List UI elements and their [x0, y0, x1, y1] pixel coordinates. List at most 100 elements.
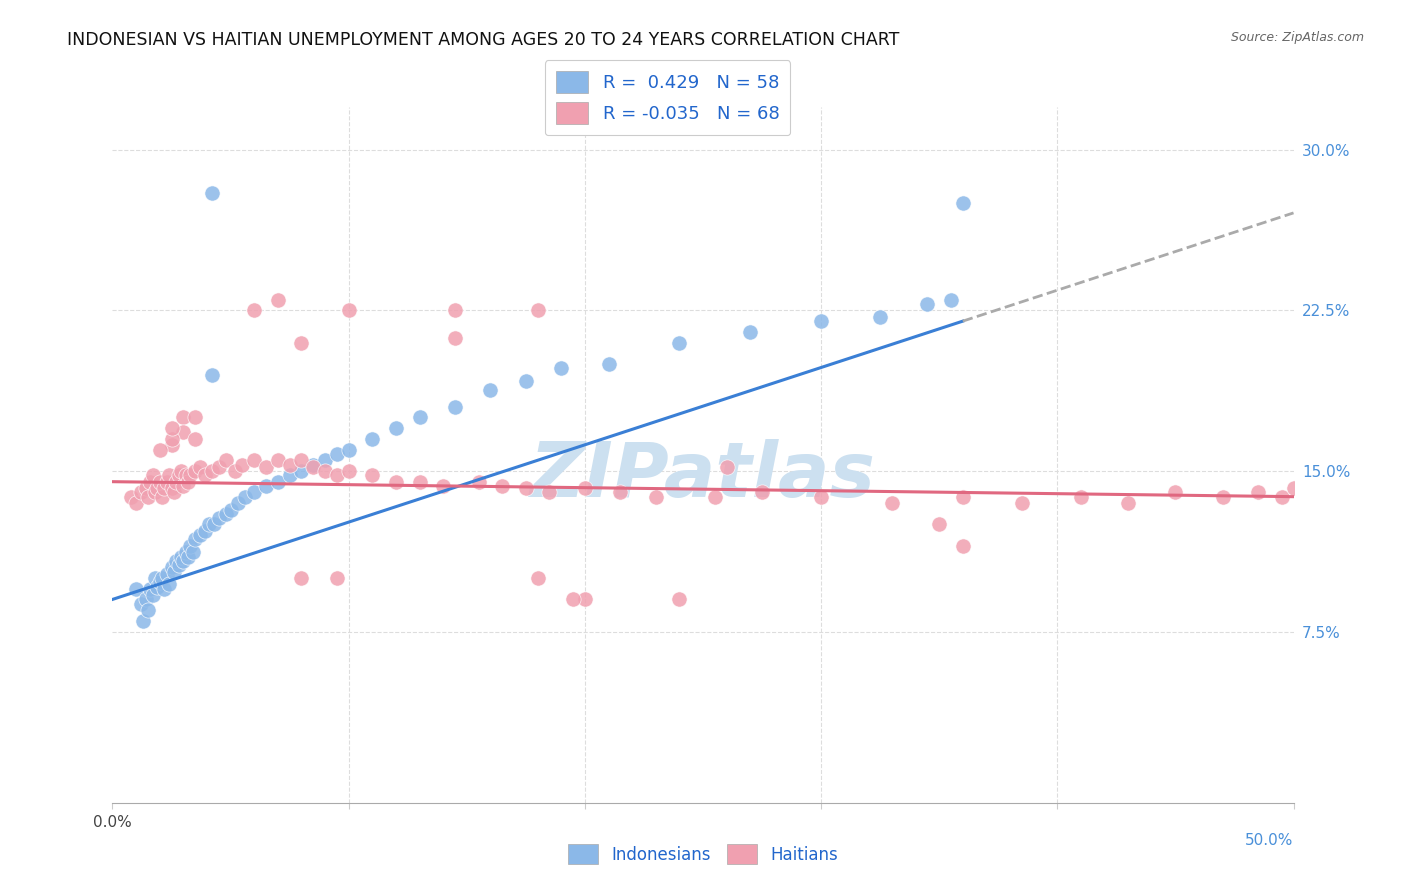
- Point: [172, 410, 194, 425]
- Point: [170, 464, 193, 478]
- Point: [243, 485, 266, 500]
- Point: [160, 432, 183, 446]
- Point: [1116, 496, 1139, 510]
- Point: [231, 458, 253, 472]
- Point: [880, 496, 903, 510]
- Point: [136, 490, 159, 504]
- Point: [740, 325, 762, 339]
- Legend: Indonesians, Haitians: Indonesians, Haitians: [561, 838, 845, 871]
- Point: [125, 582, 148, 596]
- Point: [188, 459, 211, 474]
- Point: [326, 447, 349, 461]
- Point: [142, 468, 165, 483]
- Point: [172, 479, 194, 493]
- Point: [939, 293, 962, 307]
- Point: [550, 361, 572, 376]
- Text: Source: ZipAtlas.com: Source: ZipAtlas.com: [1230, 31, 1364, 45]
- Point: [1247, 485, 1270, 500]
- Point: [172, 425, 194, 440]
- Point: [153, 582, 176, 596]
- Point: [444, 400, 467, 414]
- Point: [160, 438, 183, 452]
- Point: [167, 468, 190, 483]
- Point: [157, 577, 180, 591]
- Point: [194, 468, 217, 483]
- Point: [267, 475, 290, 489]
- Point: [479, 383, 502, 397]
- Point: [150, 490, 173, 504]
- Point: [526, 303, 548, 318]
- Point: [129, 485, 152, 500]
- Point: [444, 331, 467, 345]
- Point: [129, 597, 152, 611]
- Point: [302, 458, 325, 472]
- Point: [869, 310, 891, 324]
- Point: [574, 592, 596, 607]
- Point: [201, 186, 224, 200]
- Point: [290, 571, 312, 585]
- Point: [243, 453, 266, 467]
- Point: [515, 374, 537, 388]
- Point: [208, 511, 231, 525]
- Point: [574, 481, 596, 495]
- Point: [361, 468, 384, 483]
- Point: [165, 554, 187, 568]
- Point: [160, 560, 183, 574]
- Point: [143, 485, 166, 500]
- Point: [233, 490, 256, 504]
- Point: [146, 580, 169, 594]
- Point: [202, 517, 225, 532]
- Point: [1282, 481, 1305, 495]
- Point: [267, 293, 290, 307]
- Point: [143, 571, 166, 585]
- Point: [170, 549, 193, 564]
- Text: ZIPatlas: ZIPatlas: [530, 439, 876, 513]
- Point: [163, 565, 186, 579]
- Point: [174, 468, 197, 483]
- Point: [668, 592, 690, 607]
- Point: [132, 614, 155, 628]
- Point: [226, 496, 249, 510]
- Point: [432, 479, 454, 493]
- Point: [290, 464, 312, 478]
- Point: [716, 459, 738, 474]
- Point: [174, 545, 197, 559]
- Point: [139, 582, 162, 596]
- Point: [157, 468, 180, 483]
- Point: [361, 432, 384, 446]
- Point: [444, 303, 467, 318]
- Point: [163, 485, 186, 500]
- Point: [167, 558, 190, 573]
- Point: [290, 335, 312, 350]
- Point: [120, 490, 142, 504]
- Point: [184, 464, 207, 478]
- Point: [125, 496, 148, 510]
- Point: [149, 575, 172, 590]
- Point: [810, 490, 832, 504]
- Point: [201, 368, 224, 382]
- Point: [408, 410, 430, 425]
- Point: [337, 464, 360, 478]
- Point: [136, 603, 159, 617]
- Point: [142, 588, 165, 602]
- Point: [526, 571, 548, 585]
- Point: [153, 481, 176, 495]
- Point: [149, 442, 172, 457]
- Point: [184, 432, 207, 446]
- Point: [184, 533, 207, 547]
- Point: [179, 539, 201, 553]
- Point: [314, 464, 336, 478]
- Point: [194, 524, 217, 538]
- Point: [562, 592, 585, 607]
- Point: [538, 485, 561, 500]
- Point: [201, 464, 224, 478]
- Point: [644, 490, 666, 504]
- Point: [224, 464, 246, 478]
- Text: INDONESIAN VS HAITIAN UNEMPLOYMENT AMONG AGES 20 TO 24 YEARS CORRELATION CHART: INDONESIAN VS HAITIAN UNEMPLOYMENT AMONG…: [67, 31, 900, 49]
- Point: [314, 453, 336, 467]
- Text: 50.0%: 50.0%: [1246, 833, 1294, 848]
- Point: [243, 303, 266, 318]
- Point: [177, 549, 200, 564]
- Point: [703, 490, 725, 504]
- Point: [385, 421, 408, 435]
